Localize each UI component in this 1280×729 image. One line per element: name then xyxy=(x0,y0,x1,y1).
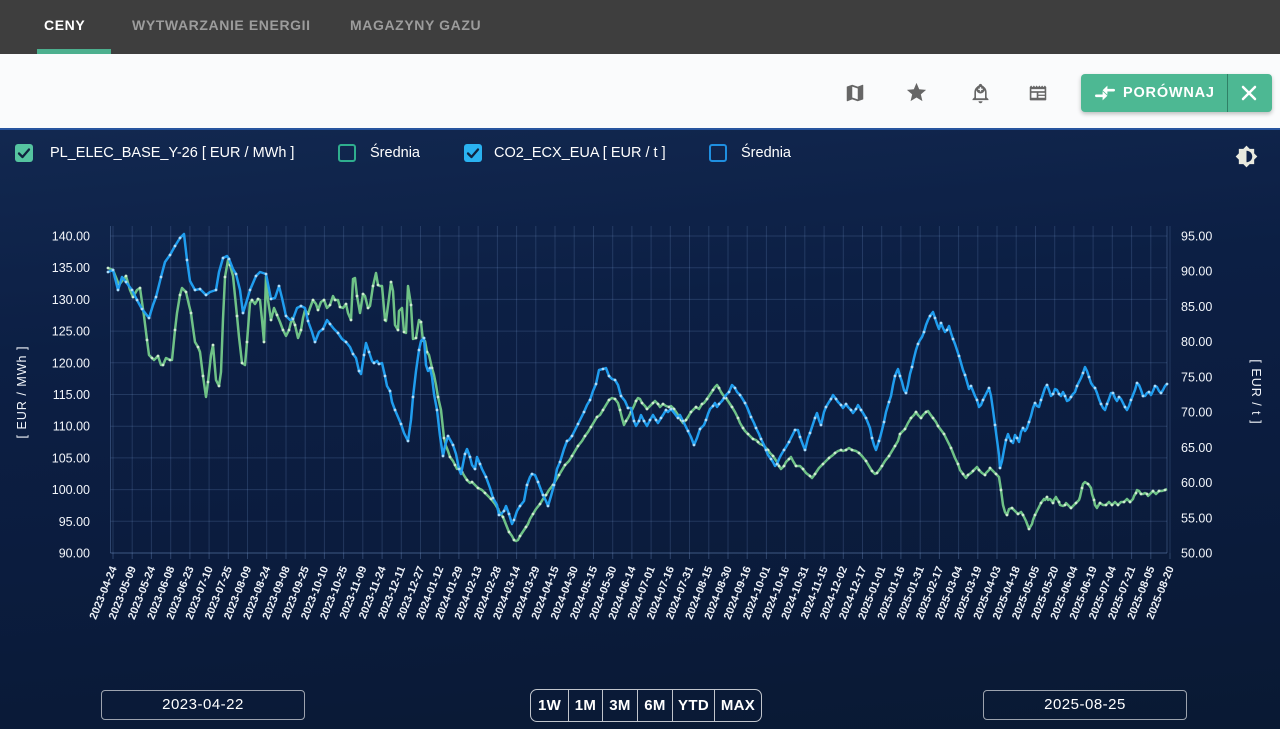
svg-text:120.00: 120.00 xyxy=(52,356,90,370)
svg-text:90.00: 90.00 xyxy=(1181,265,1212,279)
svg-text:135.00: 135.00 xyxy=(52,261,90,275)
svg-text:125.00: 125.00 xyxy=(52,325,90,339)
svg-text:65.00: 65.00 xyxy=(1181,441,1212,455)
svg-text:50.00: 50.00 xyxy=(1181,547,1212,561)
svg-text:85.00: 85.00 xyxy=(1181,300,1212,314)
svg-text:75.00: 75.00 xyxy=(1181,370,1212,384)
svg-text:140.00: 140.00 xyxy=(52,230,90,244)
svg-text:105.00: 105.00 xyxy=(52,451,90,465)
svg-text:80.00: 80.00 xyxy=(1181,335,1212,349)
svg-text:110.00: 110.00 xyxy=(53,420,90,434)
svg-text:95.00: 95.00 xyxy=(59,515,90,529)
svg-text:130.00: 130.00 xyxy=(52,293,90,307)
svg-text:[ EUR / MWh ]: [ EUR / MWh ] xyxy=(15,346,29,439)
svg-text:100.00: 100.00 xyxy=(52,483,90,497)
svg-text:115.00: 115.00 xyxy=(53,388,90,402)
svg-text:[ EUR / t ]: [ EUR / t ] xyxy=(1249,359,1263,424)
svg-text:60.00: 60.00 xyxy=(1181,476,1212,490)
svg-text:70.00: 70.00 xyxy=(1181,406,1212,420)
svg-text:90.00: 90.00 xyxy=(59,547,90,561)
svg-text:55.00: 55.00 xyxy=(1181,511,1212,525)
svg-text:95.00: 95.00 xyxy=(1181,230,1212,244)
